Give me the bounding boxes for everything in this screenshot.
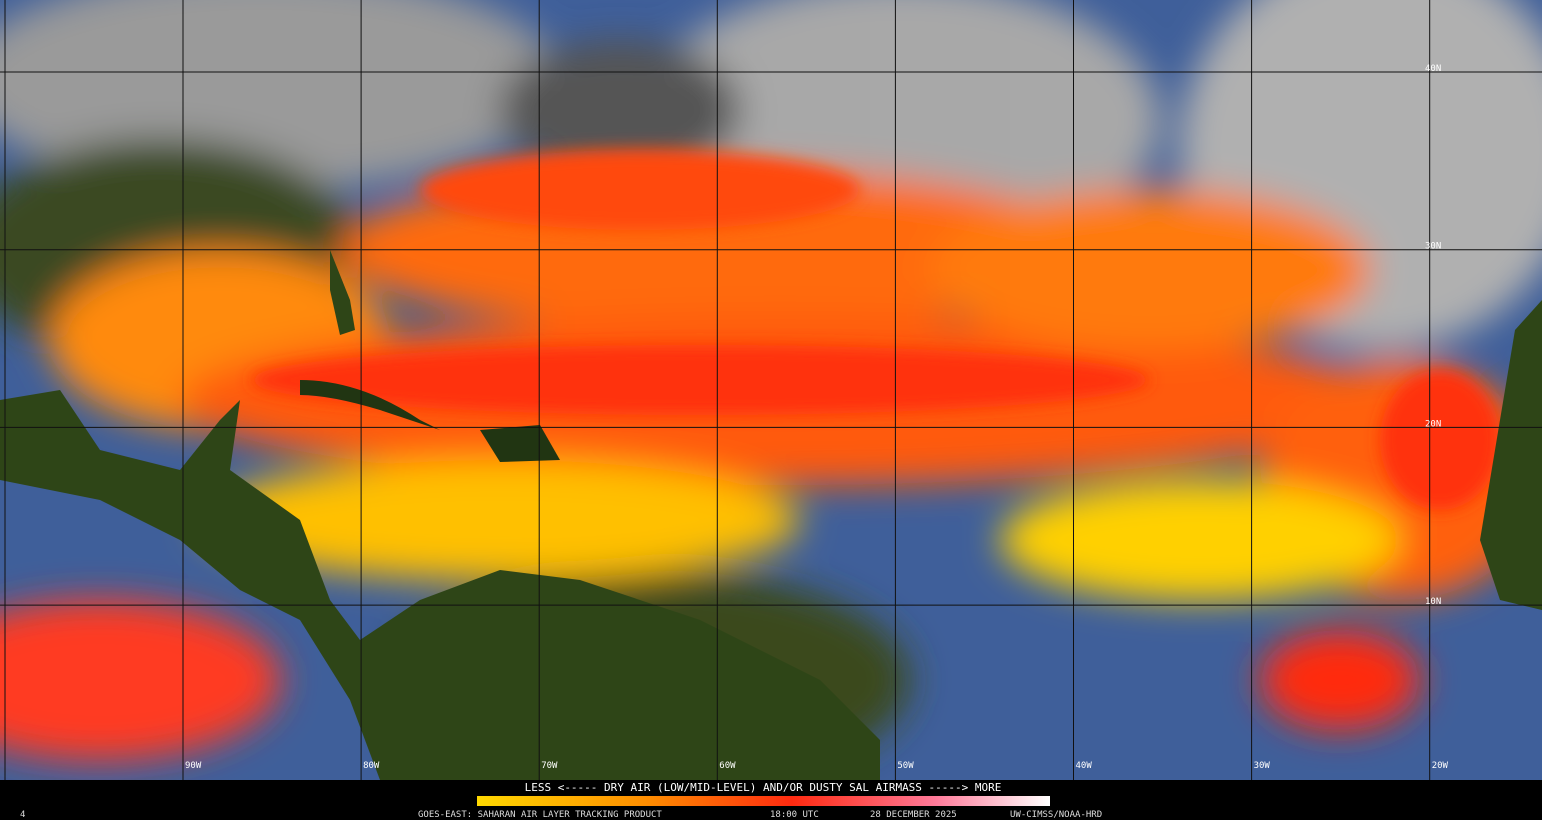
- land-hispaniola: [480, 425, 560, 462]
- lon-label: 70W: [541, 761, 558, 771]
- land-africa: [1480, 300, 1542, 610]
- time: 18:00 UTC: [770, 810, 819, 820]
- lat-label: 10N: [1425, 597, 1441, 607]
- lon-label: 80W: [363, 761, 380, 771]
- color-bar: [477, 796, 1050, 806]
- lon-label: 40W: [1076, 761, 1093, 771]
- credit: UW-CIMSS/NOAA-HRD: [1010, 810, 1102, 820]
- land-cuba: [300, 380, 440, 430]
- land-florida: [330, 250, 355, 335]
- frame-number: 4: [20, 810, 25, 820]
- date: 28 DECEMBER 2025: [870, 810, 957, 820]
- lon-label: 60W: [719, 761, 736, 771]
- lon-label: 20W: [1432, 761, 1449, 771]
- lon-label: 50W: [897, 761, 914, 771]
- legend-caption: LESS <----- DRY AIR (LOW/MID-LEVEL) AND/…: [525, 781, 1002, 794]
- lon-label: 90W: [185, 761, 202, 771]
- lat-label: 40N: [1425, 64, 1441, 74]
- satellite-imagery: [0, 0, 1542, 790]
- land-americas: [0, 390, 880, 780]
- product-name: GOES-EAST: SAHARAN AIR LAYER TRACKING PR…: [418, 810, 662, 820]
- graticule: [0, 0, 1542, 780]
- lon-label: 30W: [1254, 761, 1271, 771]
- lat-label: 30N: [1425, 242, 1441, 252]
- lat-label: 20N: [1425, 419, 1441, 429]
